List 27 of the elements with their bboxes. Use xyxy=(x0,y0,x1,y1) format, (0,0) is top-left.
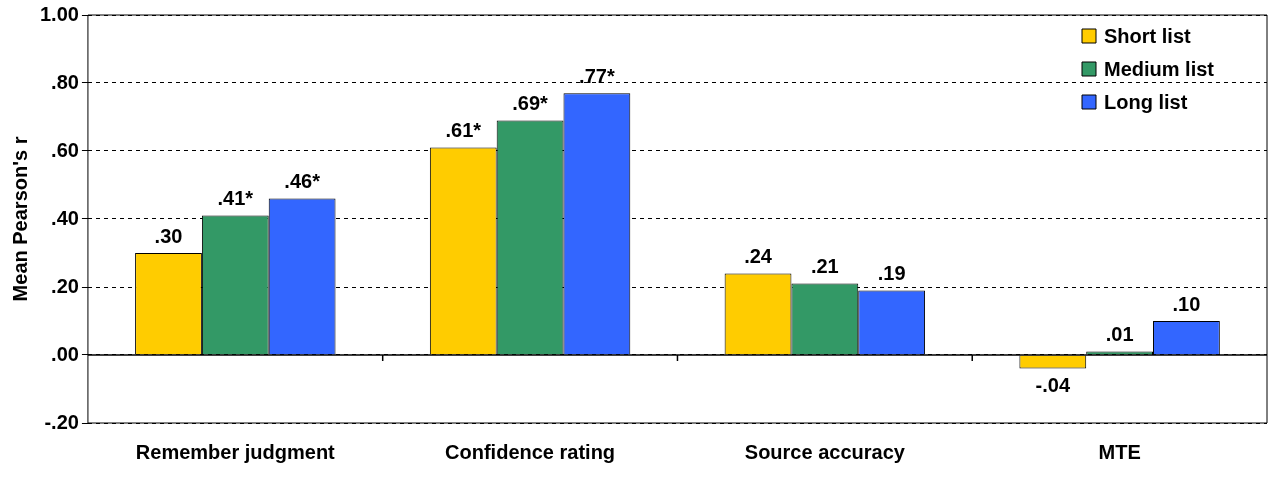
data-label: .77* xyxy=(579,64,615,87)
data-label: .30 xyxy=(154,224,183,247)
data-label: .24 xyxy=(744,244,773,267)
data-label: .69* xyxy=(512,91,549,114)
data-label: .10 xyxy=(1172,292,1201,315)
y-tick-label: 1.00 xyxy=(39,2,79,25)
y-tick-label: .80 xyxy=(51,70,79,93)
y-tick-label: .40 xyxy=(51,206,79,229)
data-label: .01 xyxy=(1105,323,1134,346)
legend-label: Short list xyxy=(1104,24,1192,47)
data-label: .46* xyxy=(284,170,321,193)
y-axis-title: Mean Pearson's r xyxy=(8,136,31,302)
y-tick-label: -.20 xyxy=(44,410,79,433)
x-tick-label: Remember judgment xyxy=(135,440,336,463)
x-tick-label: MTE xyxy=(1098,440,1141,463)
data-label: .21 xyxy=(810,255,839,278)
x-tick-label: Source accuracy xyxy=(744,440,906,463)
data-label: .19 xyxy=(877,261,906,284)
data-label: .41* xyxy=(217,187,254,210)
y-tick-label: .00 xyxy=(51,342,79,365)
legend-label: Long list xyxy=(1104,90,1188,113)
y-tick-label: .20 xyxy=(51,274,79,297)
x-tick-label: Confidence rating xyxy=(445,440,616,463)
y-tick-label: .60 xyxy=(51,138,79,161)
data-label: -.04 xyxy=(1035,374,1071,397)
data-label: .61* xyxy=(445,119,482,142)
legend-label: Medium list xyxy=(1104,57,1215,80)
